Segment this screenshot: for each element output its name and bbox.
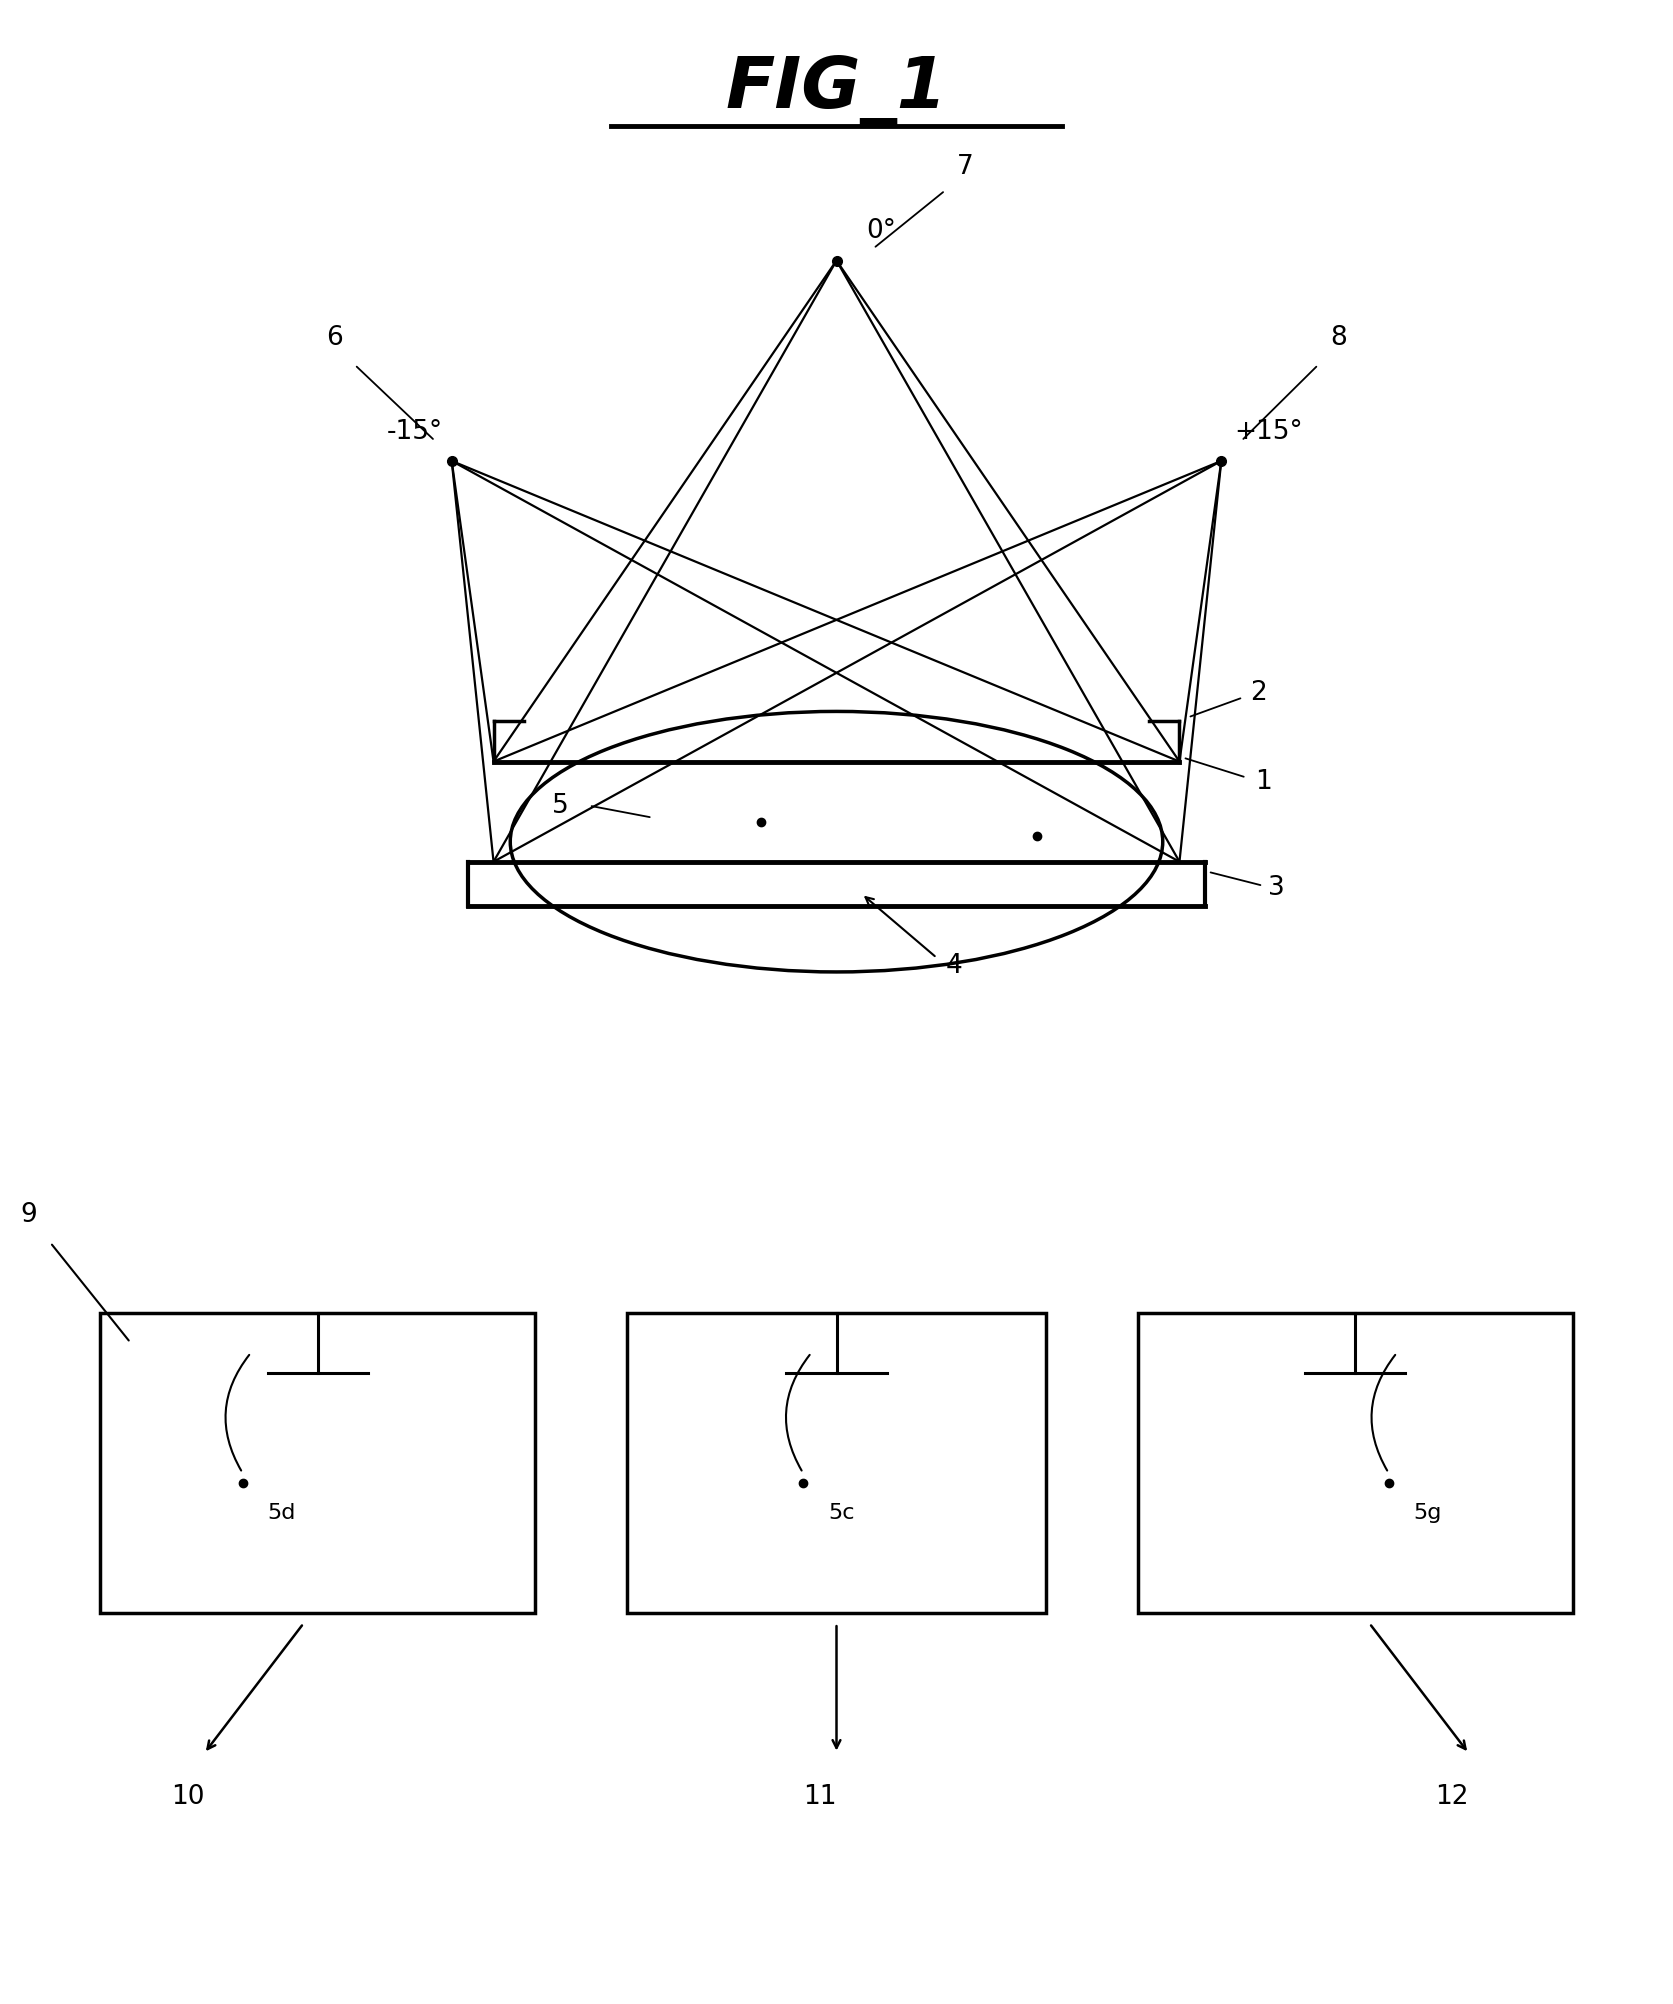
Text: 4: 4 — [945, 954, 962, 978]
Text: 11: 11 — [803, 1784, 836, 1810]
Text: 9: 9 — [20, 1202, 37, 1228]
Text: 5g: 5g — [1414, 1503, 1442, 1523]
Text: +15°: +15° — [1235, 419, 1303, 445]
Text: 5: 5 — [552, 794, 569, 818]
Text: 5d: 5d — [268, 1503, 296, 1523]
Text: 8: 8 — [1330, 325, 1347, 351]
Text: 10: 10 — [171, 1784, 204, 1810]
Text: 6: 6 — [326, 325, 343, 351]
Text: FIG_1: FIG_1 — [726, 56, 947, 124]
Text: 3: 3 — [1268, 876, 1285, 900]
Text: 0°: 0° — [867, 218, 897, 244]
Text: 1: 1 — [1255, 770, 1271, 794]
Text: -15°: -15° — [386, 419, 443, 445]
Text: 7: 7 — [957, 154, 974, 180]
Text: 2: 2 — [1250, 681, 1266, 705]
Text: 5c: 5c — [828, 1503, 855, 1523]
Text: 12: 12 — [1435, 1784, 1469, 1810]
